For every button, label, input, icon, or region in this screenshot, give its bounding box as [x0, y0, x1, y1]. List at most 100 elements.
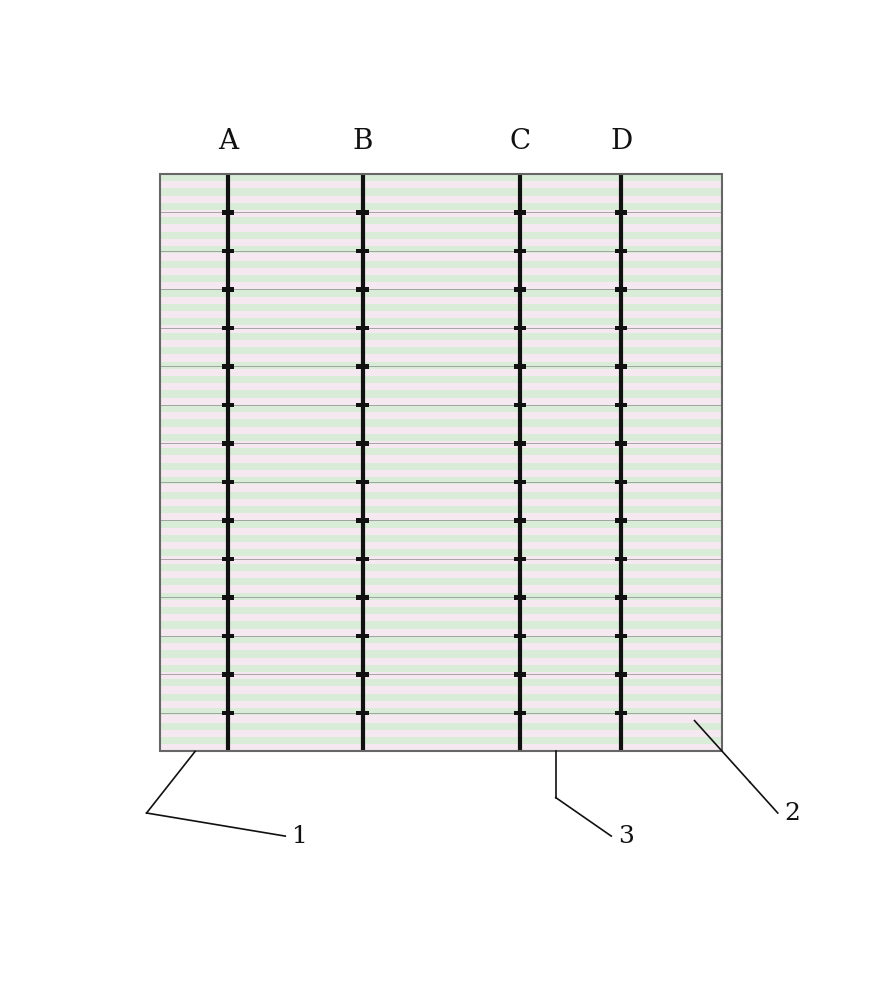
Bar: [160, 686, 721, 694]
Bar: [614, 326, 627, 330]
Bar: [160, 217, 721, 224]
Bar: [513, 518, 526, 523]
Bar: [614, 480, 627, 484]
Bar: [513, 364, 526, 369]
Bar: [513, 287, 526, 292]
Bar: [160, 383, 721, 390]
Bar: [160, 737, 721, 744]
Bar: [356, 672, 368, 677]
Bar: [356, 441, 368, 446]
Bar: [160, 455, 721, 463]
Bar: [160, 181, 721, 188]
Bar: [160, 347, 721, 354]
Bar: [160, 398, 721, 405]
Text: 3: 3: [618, 825, 633, 848]
Bar: [614, 210, 627, 215]
Bar: [160, 672, 721, 679]
Bar: [356, 518, 368, 523]
Bar: [356, 287, 368, 292]
Bar: [614, 403, 627, 407]
Bar: [160, 203, 721, 210]
Bar: [160, 643, 721, 650]
Bar: [160, 564, 721, 571]
Bar: [160, 318, 721, 325]
Text: 1: 1: [291, 825, 308, 848]
Bar: [160, 405, 721, 412]
Bar: [160, 665, 721, 672]
Bar: [356, 711, 368, 715]
Bar: [160, 232, 721, 239]
Bar: [513, 326, 526, 330]
Bar: [160, 354, 721, 362]
Bar: [160, 708, 721, 715]
Bar: [160, 600, 721, 607]
Bar: [160, 477, 721, 484]
Bar: [356, 634, 368, 638]
Bar: [614, 595, 627, 600]
Text: A: A: [217, 128, 238, 155]
Bar: [222, 711, 234, 715]
Bar: [513, 672, 526, 677]
Bar: [160, 701, 721, 708]
Bar: [356, 210, 368, 215]
Bar: [614, 672, 627, 677]
Bar: [160, 499, 721, 506]
Bar: [160, 679, 721, 686]
Bar: [160, 506, 721, 513]
Bar: [513, 210, 526, 215]
Text: 2: 2: [784, 802, 799, 824]
Bar: [160, 224, 721, 232]
Bar: [614, 518, 627, 523]
Bar: [160, 621, 721, 629]
Bar: [160, 239, 721, 246]
Bar: [160, 744, 721, 751]
Bar: [160, 535, 721, 542]
Bar: [513, 249, 526, 253]
Bar: [160, 650, 721, 658]
Bar: [160, 513, 721, 520]
Bar: [160, 369, 721, 376]
Bar: [160, 528, 721, 535]
Bar: [222, 480, 234, 484]
Bar: [160, 434, 721, 441]
Text: D: D: [610, 128, 631, 155]
Bar: [160, 412, 721, 419]
Bar: [160, 304, 721, 311]
Bar: [160, 578, 721, 585]
Bar: [222, 595, 234, 600]
Bar: [356, 403, 368, 407]
Bar: [160, 253, 721, 261]
Bar: [222, 210, 234, 215]
Bar: [513, 595, 526, 600]
Bar: [160, 636, 721, 643]
Bar: [513, 403, 526, 407]
Bar: [222, 249, 234, 253]
Bar: [222, 326, 234, 330]
Bar: [160, 723, 721, 730]
Bar: [160, 520, 721, 528]
Bar: [160, 419, 721, 427]
Bar: [160, 188, 721, 196]
Bar: [160, 470, 721, 477]
Bar: [160, 607, 721, 614]
Bar: [614, 557, 627, 561]
Bar: [513, 711, 526, 715]
Bar: [160, 448, 721, 455]
Bar: [160, 463, 721, 470]
Bar: [160, 289, 721, 297]
Bar: [222, 634, 234, 638]
Bar: [160, 427, 721, 434]
Bar: [356, 326, 368, 330]
Bar: [160, 261, 721, 268]
Bar: [160, 694, 721, 701]
Bar: [160, 196, 721, 203]
Bar: [160, 658, 721, 665]
Bar: [513, 634, 526, 638]
Bar: [222, 287, 234, 292]
Bar: [160, 333, 721, 340]
Bar: [356, 595, 368, 600]
Bar: [222, 403, 234, 407]
Bar: [160, 174, 721, 751]
Bar: [513, 441, 526, 446]
Bar: [614, 634, 627, 638]
